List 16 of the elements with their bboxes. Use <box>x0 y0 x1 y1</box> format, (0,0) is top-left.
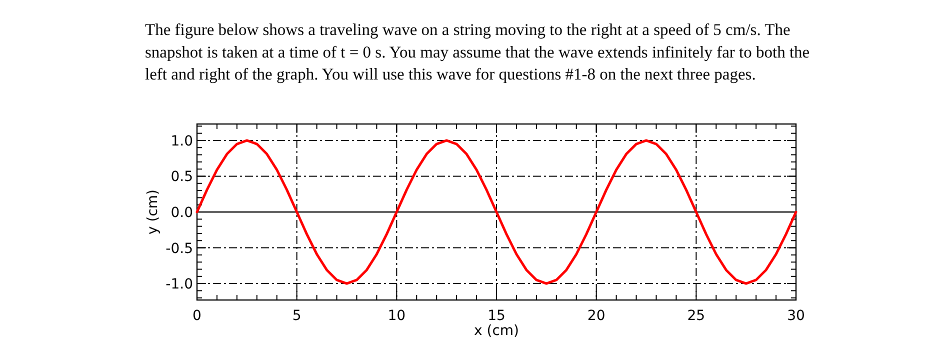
x-tick-label: 20 <box>587 308 606 324</box>
x-tick-label: 5 <box>292 308 302 324</box>
x-axis-title: x (cm) <box>474 323 519 339</box>
y-tick-label: 0.5 <box>170 169 193 186</box>
x-tick-label: 15 <box>488 308 506 324</box>
chart-title: The figure below shows a traveling wave on a string moving to the right at a speed of 5 cm/s. The snapshot is taken at a time of t = 0 s. You may assume that the wave extends infinitely far to both the left and right of the graph. You will use this wave for questions #1-8 on the next three pages. <box>145 20 810 84</box>
y-tick-label: -0.5 <box>166 240 193 257</box>
y-axis-title: y (cm) <box>145 190 161 234</box>
x-tick-label: 10 <box>388 308 406 324</box>
y-tick-label: 0.0 <box>170 205 193 221</box>
line-series <box>196 139 798 285</box>
x-tick-label: 30 <box>787 308 805 324</box>
x-tick-label: 25 <box>687 308 706 324</box>
y-tick-label: 1.0 <box>170 133 193 150</box>
x-tick-label: 0 <box>192 308 202 324</box>
y-tick-label: -1.0 <box>166 276 193 293</box>
